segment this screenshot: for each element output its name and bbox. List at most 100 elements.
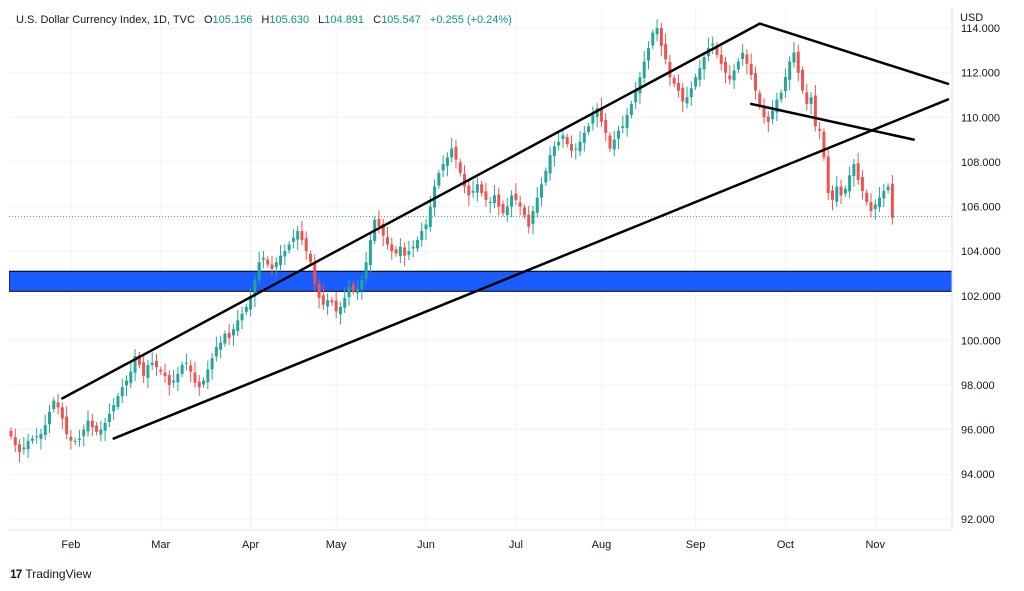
candle-body <box>860 177 864 191</box>
candle-body <box>612 139 616 150</box>
candle-body <box>655 28 659 35</box>
candle-body <box>557 141 561 146</box>
trendline <box>112 98 950 440</box>
y-tick-label: 112.000 <box>961 68 1000 80</box>
candle-body <box>95 425 99 432</box>
candle-body <box>390 244 394 252</box>
candle-body <box>300 231 304 240</box>
candle-body <box>471 190 475 193</box>
candle-body <box>865 192 869 203</box>
candle-body <box>403 247 407 256</box>
candle-body <box>698 68 702 80</box>
candle-body <box>753 73 757 91</box>
candle-body <box>852 164 856 177</box>
low-value: 104.891 <box>324 14 365 26</box>
candle-body <box>257 262 261 280</box>
candle-body <box>625 115 629 129</box>
candle-body <box>326 300 330 307</box>
candle-body <box>107 414 111 423</box>
candle-body <box>308 253 312 263</box>
x-tick-label: Jul <box>509 539 523 551</box>
candle-body <box>745 54 749 64</box>
candle-body <box>291 237 295 242</box>
x-tick-label: Nov <box>865 539 885 551</box>
candle-body <box>202 380 206 385</box>
candle-body <box>873 204 877 210</box>
open-label: O <box>203 14 213 26</box>
candle-body <box>843 188 847 194</box>
tradingview-brand: TradingView <box>25 567 92 581</box>
candle-body <box>364 262 368 279</box>
candle-body <box>856 163 860 180</box>
candle-body <box>758 93 762 107</box>
candle-body <box>638 77 642 94</box>
trendline <box>749 102 916 141</box>
candle-body <box>60 407 64 419</box>
candle-body <box>261 257 265 260</box>
candle-body <box>206 369 210 383</box>
candle-body <box>621 126 625 129</box>
candle-body <box>702 57 706 70</box>
candle-body <box>112 405 116 412</box>
candle-body <box>822 131 826 158</box>
candle-body <box>788 61 792 80</box>
candle-body <box>676 82 680 91</box>
candle-body <box>454 146 458 160</box>
candle-body <box>488 202 492 204</box>
candle-body <box>681 87 685 102</box>
candle-body <box>724 61 728 73</box>
candle-body <box>283 251 287 257</box>
candle-body <box>407 251 411 255</box>
candle-body <box>22 447 26 450</box>
candle-body <box>274 262 278 268</box>
candle-body <box>801 70 805 91</box>
y-tick-label: 106.000 <box>961 202 1001 214</box>
candle-body <box>154 360 158 368</box>
candle-body <box>647 48 651 61</box>
candle-body <box>591 115 595 124</box>
candle-body <box>599 108 603 122</box>
tradingview-logo-icon: 17 <box>10 567 22 581</box>
tradingview-footer[interactable]: 17 TradingView <box>10 567 91 581</box>
high-value: 105.630 <box>269 14 310 26</box>
candle-body <box>236 320 240 332</box>
candle-body <box>445 157 449 166</box>
y-tick-label: 114.000 <box>961 23 1000 35</box>
candle-body <box>604 119 608 133</box>
candle-body <box>651 32 655 46</box>
chart-frame[interactable]: 92.000 94.000 96.000 98.000 100.000 102.000 10… <box>9 8 1015 555</box>
candle-body <box>137 355 141 365</box>
candle-body <box>99 429 103 435</box>
candle-body <box>73 440 77 442</box>
candle-body <box>540 184 544 198</box>
candle-body <box>184 362 188 364</box>
candle-body <box>510 195 514 207</box>
candle-body <box>595 108 599 117</box>
candle-body <box>659 28 663 46</box>
candle-body <box>351 284 355 292</box>
candle-body <box>176 373 180 383</box>
candle-body <box>424 224 428 230</box>
candle-body <box>685 97 689 104</box>
candle-body <box>569 144 573 151</box>
candle-body <box>159 369 163 372</box>
trendline <box>758 22 950 86</box>
candle-body <box>437 173 441 186</box>
x-tick-label: Feb <box>61 539 80 551</box>
candle-body <box>848 175 852 192</box>
candle-body <box>65 416 69 435</box>
candle-body <box>463 173 467 187</box>
candle-body <box>441 164 445 171</box>
trendline <box>61 22 761 400</box>
candle-body <box>330 300 334 303</box>
x-tick-label: Jun <box>417 539 435 551</box>
candle-body <box>715 45 719 55</box>
candle-body <box>214 347 218 357</box>
candle-body <box>30 438 34 441</box>
candle-body <box>82 429 86 436</box>
trendlines-layer <box>61 22 950 440</box>
candle-body <box>150 362 154 365</box>
candle-body <box>771 110 775 120</box>
candle-body <box>189 365 193 372</box>
price-chart[interactable]: 92.000 94.000 96.000 98.000 100.000 102.000 10… <box>9 8 1015 555</box>
